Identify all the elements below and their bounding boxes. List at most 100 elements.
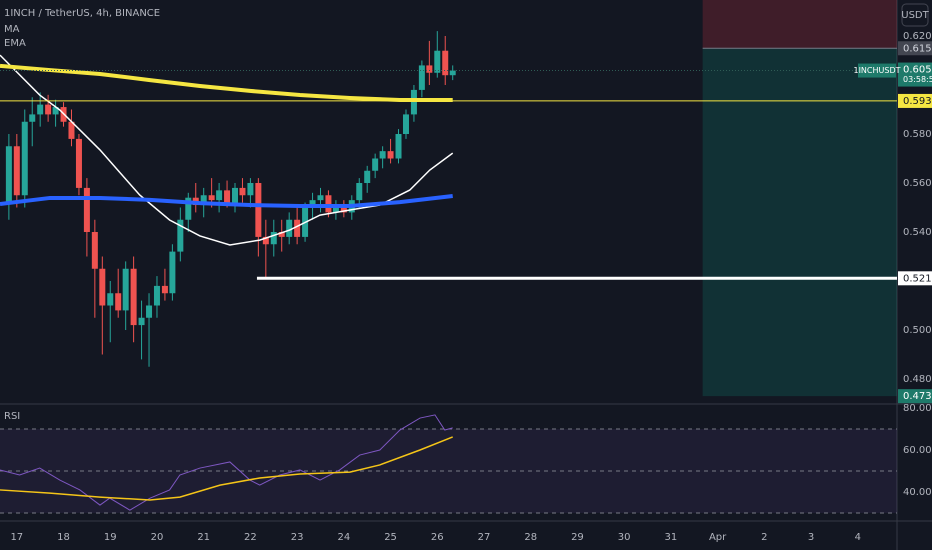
rsi-tick-label: 40.00	[903, 487, 932, 498]
last-price-label: 0.6059	[903, 65, 932, 76]
candle-body	[442, 50, 449, 76]
candle-body	[68, 121, 75, 139]
x-tick-label: 27	[478, 532, 491, 543]
candle-body	[356, 183, 363, 201]
candle-body	[161, 285, 168, 294]
candle-body	[262, 236, 269, 245]
candle-body	[83, 187, 90, 233]
x-tick-label: 20	[151, 532, 164, 543]
candle-body	[153, 285, 160, 306]
candle-body	[138, 317, 145, 326]
candle-body	[309, 200, 316, 208]
x-tick-label: 17	[10, 532, 23, 543]
candle-body	[239, 187, 246, 196]
target-zone	[702, 48, 897, 397]
candle-body	[5, 146, 12, 203]
candle-body	[29, 114, 36, 122]
legend-ema: EMA	[4, 38, 26, 49]
candle-body	[21, 121, 28, 196]
price-badge	[898, 93, 932, 108]
candle-body	[402, 114, 409, 135]
candle-body	[332, 207, 339, 213]
x-tick-label: 3	[808, 532, 814, 543]
x-tick-label: 24	[337, 532, 350, 543]
currency-button[interactable]	[901, 3, 929, 27]
indicator-line	[0, 414, 453, 511]
candle-body	[418, 65, 425, 90]
price-badge-label: 0.5935	[903, 96, 932, 107]
target-badge	[898, 389, 932, 404]
candle-body	[169, 251, 176, 294]
candle-body	[395, 134, 402, 159]
x-tick-label: 4	[855, 532, 861, 543]
candle-body	[13, 146, 20, 196]
candle-body	[410, 89, 417, 115]
candle-body	[146, 305, 153, 318]
candle-body	[115, 293, 122, 311]
candle-body	[294, 219, 301, 237]
rsi-tick-label: 60.00	[903, 445, 932, 456]
candle-body	[255, 183, 262, 237]
currency-label[interactable]: USDT	[901, 10, 929, 21]
candle-body	[270, 232, 277, 245]
x-tick-label: 31	[665, 532, 678, 543]
candle-body	[185, 197, 192, 220]
x-tick-label: 22	[244, 532, 257, 543]
candle-body	[231, 187, 238, 203]
candle-body	[224, 190, 231, 203]
candle-body	[426, 65, 433, 73]
last-price-badge	[898, 62, 932, 87]
x-tick-label: 29	[571, 532, 584, 543]
candle-body	[208, 195, 215, 201]
x-tick-label: 21	[197, 532, 210, 543]
symbol-badge	[858, 63, 896, 78]
rsi-pane	[0, 414, 897, 514]
candle-body	[177, 219, 184, 252]
x-tick-label: Apr	[709, 532, 727, 543]
stop-zone	[702, 0, 897, 49]
indicator-line	[0, 54, 454, 246]
indicator-line	[0, 194, 453, 209]
candle-body	[364, 170, 371, 184]
main-pane	[0, 0, 897, 397]
indicator-line	[0, 436, 453, 501]
x-tick-label: 18	[57, 532, 70, 543]
candle-body	[449, 70, 456, 76]
x-tick-label: 26	[431, 532, 444, 543]
candle-body	[37, 104, 44, 115]
candle-body	[122, 268, 129, 311]
symbol-title: 1INCH / TetherUS, 4h, BINANCE	[4, 8, 160, 19]
candle-body	[434, 50, 441, 73]
x-tick-label: 25	[384, 532, 397, 543]
candle-body	[75, 138, 82, 188]
x-tick-label: 2	[761, 532, 767, 543]
x-tick-label: 19	[104, 532, 117, 543]
candle-body	[278, 232, 285, 237]
candle-body	[379, 151, 386, 159]
candle-body	[200, 195, 207, 206]
countdown-label: 03:58:59	[903, 75, 932, 84]
legend-ma: MA	[4, 24, 20, 35]
candle-body	[340, 207, 347, 213]
candle-body	[45, 104, 52, 115]
candle-body	[52, 107, 59, 115]
candle-body	[99, 268, 106, 306]
candle-body	[130, 268, 137, 326]
candle-body	[107, 293, 114, 306]
rsi-tick-label: 80.00	[903, 403, 932, 414]
candle-body	[387, 151, 394, 159]
indicator-line	[0, 63, 453, 102]
rsi-title: RSI	[4, 411, 20, 422]
x-tick-label: 28	[524, 532, 537, 543]
price-badge	[898, 271, 932, 286]
price-badge-label: 0.5211	[903, 273, 932, 284]
